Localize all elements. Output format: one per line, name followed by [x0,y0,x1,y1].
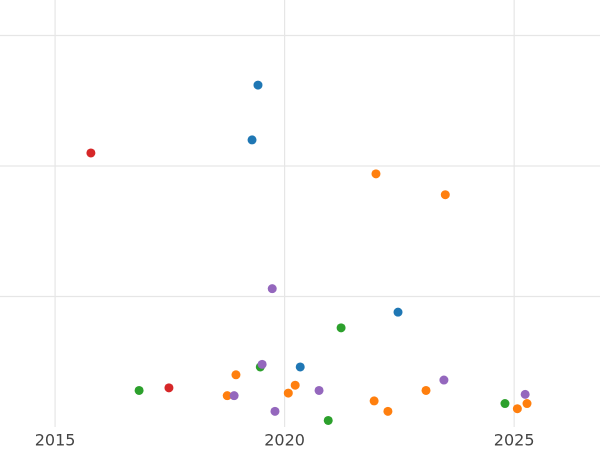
point [134,385,144,395]
point [336,323,346,333]
point [267,284,277,294]
point [229,391,239,401]
point [512,404,522,414]
point [164,383,174,393]
point [253,80,263,90]
x-tick-label: 2020 [264,431,305,450]
point [231,370,241,380]
point [257,359,267,369]
point [383,406,393,416]
point [520,389,530,399]
point [371,169,381,179]
x-tick-label: 2015 [35,431,76,450]
point [290,380,300,390]
point [222,391,232,401]
point [314,385,324,395]
point [393,307,403,317]
point [86,148,96,158]
point [522,399,532,409]
point [283,388,293,398]
point [440,190,450,200]
point [500,399,510,409]
point [439,375,449,385]
point [247,135,257,145]
point [323,415,333,425]
point [295,362,305,372]
point [270,406,280,416]
x-tick-label: 2025 [494,431,535,450]
point [421,385,431,395]
point [369,396,379,406]
